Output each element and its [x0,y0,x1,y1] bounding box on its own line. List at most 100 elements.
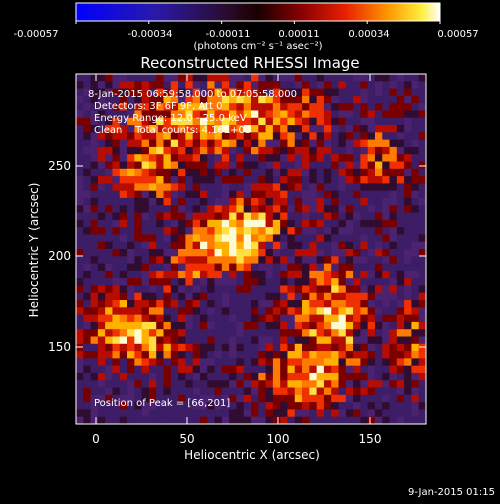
image-pixel [192,380,201,388]
image-pixel [287,358,296,366]
image-pixel [360,351,368,359]
image-pixel [156,387,164,396]
image-pixel [185,336,193,345]
image-pixel [141,154,150,162]
image-pixel [360,205,368,213]
image-pixel [345,74,354,82]
image-pixel [367,300,376,308]
image-pixel [112,139,121,148]
image-pixel [389,74,398,82]
image-pixel [178,343,186,352]
image-pixel [338,241,347,250]
image-pixel [396,416,405,425]
image-pixel [338,110,347,119]
image-pixel [418,270,427,279]
image-pixel [389,321,398,330]
image-pixel [105,409,113,418]
image-pixel [404,409,412,418]
image-pixel [374,110,383,119]
image-pixel [265,372,274,381]
image-pixel [127,117,135,126]
image-pixel [105,263,113,272]
colorbar-tick-label: -0.00057 [14,29,59,40]
image-pixel [396,219,405,228]
image-pixel [76,227,84,235]
image-pixel [112,343,121,352]
image-pixel [367,219,376,228]
image-pixel [411,372,420,381]
image-pixel [382,249,390,257]
image-pixel [323,300,332,308]
image-pixel [199,190,208,199]
image-pixel [156,81,164,89]
image-pixel [214,103,223,111]
image-pixel [243,227,252,235]
image-pixel [105,402,113,410]
image-pixel [221,365,230,374]
image-pixel [353,256,361,264]
image-pixel [221,139,230,148]
image-pixel [112,110,121,119]
image-pixel [178,285,186,294]
image-pixel [221,351,230,359]
image-pixel [323,292,332,301]
image-pixel [265,351,274,359]
image-pixel [112,241,121,250]
image-pixel [338,380,347,388]
image-pixel [76,132,84,140]
image-pixel [134,409,142,418]
image-pixel [112,132,121,140]
image-pixel [345,168,354,177]
footer-date: 9-Jan-2015 01:15 [408,487,495,498]
image-pixel [221,125,230,133]
image-pixel [76,219,84,228]
image-pixel [134,95,142,104]
image-pixel [236,300,245,308]
image-pixel [112,292,121,301]
image-pixel [302,227,310,235]
image-pixel [411,197,420,206]
image-pixel [280,139,288,148]
image-pixel [148,263,157,272]
image-pixel [294,314,303,323]
image-pixel [302,117,310,126]
image-pixel [345,394,354,403]
image-pixel [170,197,179,206]
image-pixel [367,416,376,425]
image-pixel [141,285,150,294]
image-pixel [178,314,186,323]
image-pixel [76,321,84,330]
image-pixel [287,270,296,279]
image-pixel [323,336,332,345]
image-pixel [163,292,172,301]
image-pixel [192,292,201,301]
image-pixel [251,241,259,250]
image-pixel [309,212,317,221]
image-pixel [251,307,259,315]
image-pixel [302,212,310,221]
image-pixel [148,387,157,396]
image-pixel [97,394,106,403]
image-pixel [258,197,266,206]
image-pixel [294,343,303,352]
image-pixel [389,81,398,89]
image-pixel [178,219,186,228]
image-pixel [374,154,383,162]
image-pixel [97,416,106,425]
image-pixel [323,270,332,279]
image-pixel [221,241,230,250]
image-pixel [207,278,215,286]
image-pixel [214,394,223,403]
image-pixel [141,139,150,148]
image-pixel [418,358,427,366]
image-pixel [294,110,303,119]
image-pixel [134,336,142,345]
image-pixel [382,88,390,97]
image-pixel [170,146,179,155]
image-pixel [331,351,339,359]
image-pixel [418,241,427,250]
image-pixel [178,256,186,264]
image-pixel [345,358,354,366]
image-pixel [127,285,135,294]
image-pixel [127,249,135,257]
